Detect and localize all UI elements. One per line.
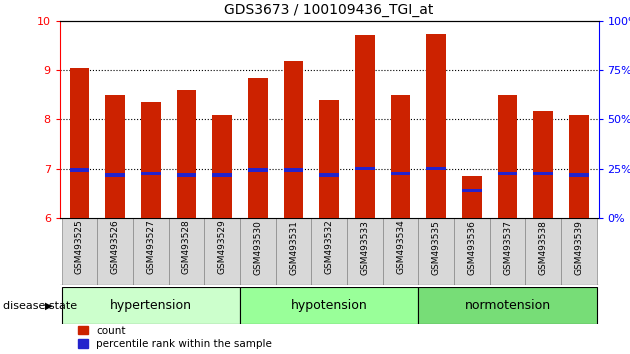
Bar — [569, 173, 588, 177]
Bar — [462, 189, 482, 193]
Bar — [391, 172, 410, 175]
Bar — [391, 95, 410, 218]
Bar — [355, 35, 375, 218]
Bar — [62, 287, 240, 324]
Bar — [248, 78, 268, 218]
FancyBboxPatch shape — [204, 218, 240, 285]
Bar — [141, 172, 161, 175]
Bar — [212, 115, 232, 218]
Bar — [176, 90, 197, 218]
FancyBboxPatch shape — [490, 218, 525, 285]
Text: GSM493531: GSM493531 — [289, 220, 298, 275]
FancyBboxPatch shape — [311, 218, 347, 285]
Legend: count, percentile rank within the sample: count, percentile rank within the sample — [77, 326, 272, 349]
Bar — [141, 102, 161, 218]
Bar — [284, 61, 303, 218]
FancyBboxPatch shape — [382, 218, 418, 285]
Text: GSM493536: GSM493536 — [467, 220, 476, 275]
FancyBboxPatch shape — [525, 218, 561, 285]
Text: GSM493530: GSM493530 — [253, 220, 262, 275]
Bar — [498, 95, 517, 218]
Bar — [534, 111, 553, 218]
Text: GSM493532: GSM493532 — [324, 220, 334, 274]
Bar — [70, 169, 89, 172]
FancyBboxPatch shape — [418, 218, 454, 285]
FancyBboxPatch shape — [454, 218, 490, 285]
FancyBboxPatch shape — [347, 218, 382, 285]
FancyBboxPatch shape — [240, 218, 276, 285]
Text: GSM493533: GSM493533 — [360, 220, 369, 275]
Text: hypertension: hypertension — [110, 299, 192, 312]
Bar — [534, 172, 553, 175]
Text: disease state: disease state — [3, 301, 77, 311]
Text: ▶: ▶ — [45, 301, 53, 311]
Bar — [427, 167, 446, 170]
Bar — [462, 176, 482, 218]
Title: GDS3673 / 100109436_TGI_at: GDS3673 / 100109436_TGI_at — [224, 4, 434, 17]
Bar — [427, 34, 446, 218]
Text: GSM493537: GSM493537 — [503, 220, 512, 275]
Bar — [418, 287, 597, 324]
FancyBboxPatch shape — [169, 218, 204, 285]
Text: hypotension: hypotension — [291, 299, 367, 312]
Bar — [355, 167, 375, 170]
Bar — [569, 115, 588, 218]
Bar — [248, 169, 268, 172]
Text: GSM493528: GSM493528 — [182, 220, 191, 274]
Text: normotension: normotension — [464, 299, 551, 312]
Text: GSM493539: GSM493539 — [575, 220, 583, 275]
Bar — [240, 287, 418, 324]
Bar — [70, 68, 89, 218]
Text: GSM493535: GSM493535 — [432, 220, 441, 275]
Bar — [498, 172, 517, 175]
Bar — [319, 100, 339, 218]
FancyBboxPatch shape — [133, 218, 169, 285]
Text: GSM493525: GSM493525 — [75, 220, 84, 274]
Text: GSM493529: GSM493529 — [217, 220, 227, 274]
FancyBboxPatch shape — [62, 218, 97, 285]
Bar — [105, 95, 125, 218]
FancyBboxPatch shape — [561, 218, 597, 285]
Bar — [284, 169, 303, 172]
Bar — [105, 173, 125, 177]
Bar — [212, 173, 232, 177]
FancyBboxPatch shape — [276, 218, 311, 285]
Text: GSM493526: GSM493526 — [111, 220, 120, 274]
Text: GSM493527: GSM493527 — [146, 220, 156, 274]
Bar — [176, 173, 197, 177]
Text: GSM493534: GSM493534 — [396, 220, 405, 274]
Bar — [319, 173, 339, 177]
Text: GSM493538: GSM493538 — [539, 220, 547, 275]
FancyBboxPatch shape — [97, 218, 133, 285]
